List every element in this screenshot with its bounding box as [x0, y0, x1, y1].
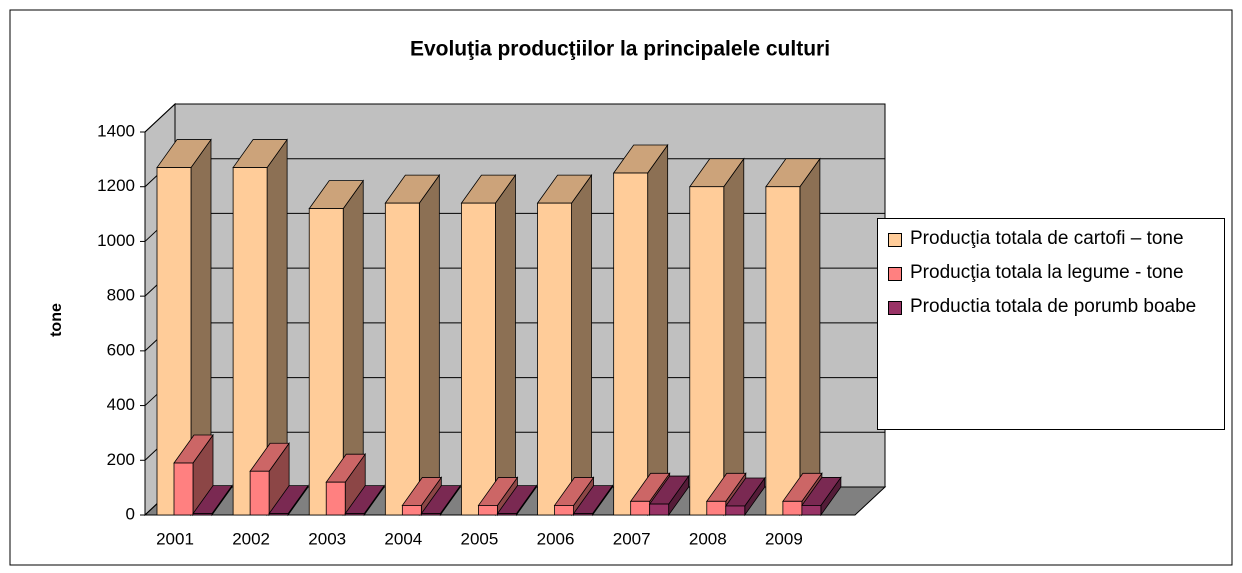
x-tick-label: 2002: [232, 529, 270, 548]
bar: [173, 462, 194, 516]
bar-side: [418, 173, 440, 517]
legend: Producţia totala de cartofi – tone Produc…: [877, 218, 1225, 430]
bar: [765, 186, 801, 516]
x-tick-label: 2001: [156, 529, 194, 548]
grid-line-side: [144, 103, 176, 133]
bar: [706, 500, 727, 516]
legend-label: Producţia totala de cartofi – tone: [910, 228, 1184, 249]
y-tick-label: 0: [126, 504, 135, 523]
y-tick-label: 600: [107, 340, 135, 359]
bar: [192, 513, 213, 516]
x-tick-label: 2008: [689, 529, 727, 548]
bar: [782, 500, 803, 516]
bar: [613, 172, 649, 516]
legend-label: Producţia totala la legume - tone: [910, 262, 1184, 283]
x-tick-label: 2007: [613, 529, 651, 548]
bar: [573, 513, 593, 516]
x-tick-label: 2009: [765, 529, 803, 548]
legend-entry: Producţia totala la legume - tone: [884, 261, 1218, 285]
y-tick-label: 400: [107, 395, 135, 414]
bar: [268, 513, 289, 516]
x-tick-label: 2003: [308, 529, 346, 548]
bar: [649, 503, 670, 516]
bar: [308, 208, 344, 516]
bar: [401, 505, 422, 516]
legend-label: Productia totala de porumb boabe: [910, 296, 1197, 317]
bar: [344, 513, 365, 516]
bar: [461, 202, 496, 516]
bar: [420, 513, 441, 516]
y-tick-label: 1200: [97, 176, 135, 195]
bar: [497, 513, 517, 516]
bar-side: [647, 143, 669, 517]
y-tick-label: 800: [107, 286, 135, 305]
y-tick-label: 1400: [97, 121, 135, 140]
bar: [249, 470, 270, 516]
bar-side: [571, 173, 592, 517]
chart-title: Evoluţia producţiilor la principalele cu…: [410, 38, 830, 61]
bar: [801, 505, 822, 516]
bar: [325, 481, 346, 516]
y-tick-label: 200: [107, 450, 135, 469]
bar: [554, 505, 574, 516]
bar: [537, 202, 572, 516]
y-axis-label: tone: [48, 303, 65, 337]
y-tick-label: 1000: [97, 231, 135, 250]
bar: [478, 505, 498, 516]
legend-entry: Productia totala de porumb boabe: [884, 295, 1218, 319]
bar: [725, 505, 746, 516]
bar: [689, 186, 725, 516]
legend-entry: Producţia totala de cartofi – tone: [884, 227, 1218, 251]
bar: [630, 500, 651, 516]
legend-swatch: [888, 301, 902, 315]
bar: [384, 202, 420, 516]
x-tick-label: 2006: [537, 529, 575, 548]
bar-side: [799, 157, 821, 517]
bar-side: [723, 157, 745, 517]
legend-swatch: [888, 233, 902, 247]
x-tick-label: 2004: [384, 529, 422, 548]
legend-swatch: [888, 267, 902, 281]
x-tick-label: 2005: [461, 529, 499, 548]
bar-side: [495, 173, 516, 517]
